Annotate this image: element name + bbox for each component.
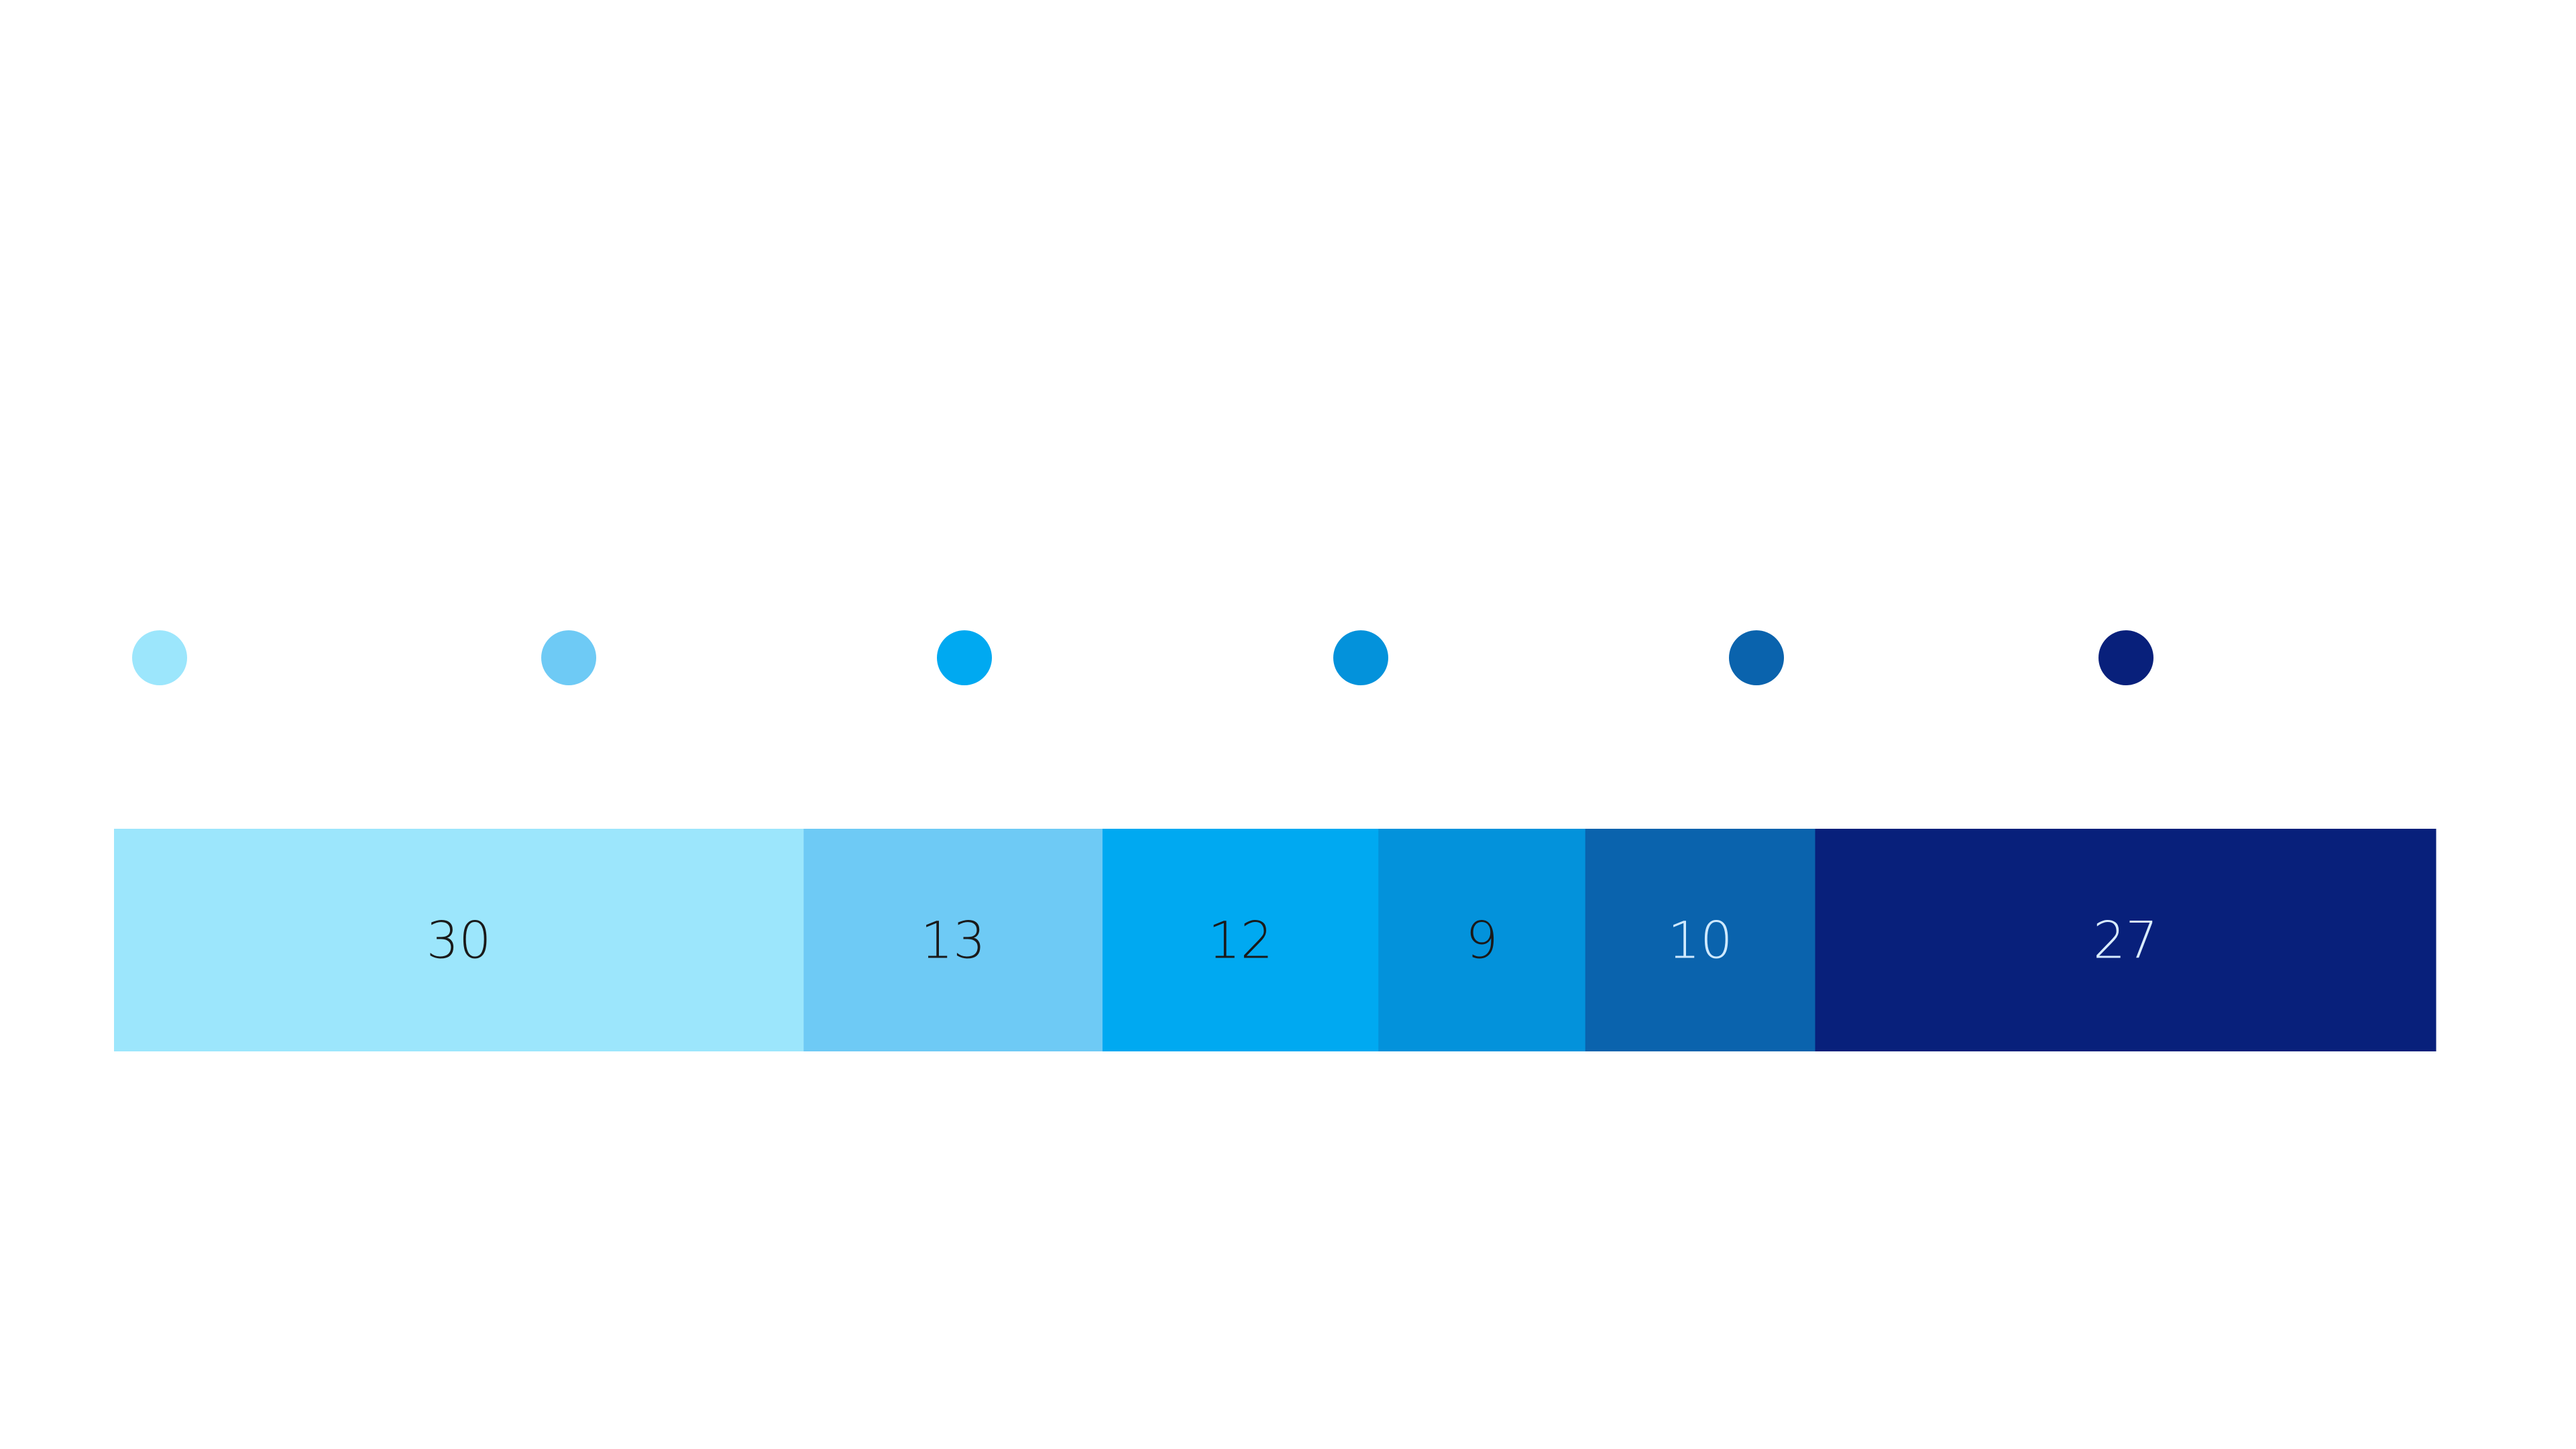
segment-value-label-2: 13 xyxy=(921,911,986,970)
segment-value-label-3: 12 xyxy=(1208,911,1273,970)
segment-value-label-6: 27 xyxy=(2093,911,2158,970)
segment-value-label-5: 10 xyxy=(1668,911,1733,970)
legend-marker-5 xyxy=(1729,630,1784,685)
bar-segment-1 xyxy=(114,829,804,1051)
legend-markers xyxy=(132,630,2153,685)
segment-value-label-4: 9 xyxy=(1465,911,1498,970)
legend-marker-3 xyxy=(937,630,992,685)
legend-marker-6 xyxy=(2098,630,2153,685)
legend-marker-4 xyxy=(1333,630,1388,685)
legend-marker-1 xyxy=(132,630,187,685)
bar-segment-2 xyxy=(803,829,1103,1051)
bar-segment-3 xyxy=(1102,829,1379,1051)
bar-segment-5 xyxy=(1585,829,1816,1051)
bar-segment-6 xyxy=(1815,829,2437,1051)
data-labels: 30 13 12 9 10 27 xyxy=(427,911,2158,970)
stacked-bar xyxy=(114,829,2437,1051)
segment-value-label-1: 30 xyxy=(427,911,492,970)
bar-segment-4 xyxy=(1378,829,1586,1051)
legend-marker-2 xyxy=(541,630,596,685)
